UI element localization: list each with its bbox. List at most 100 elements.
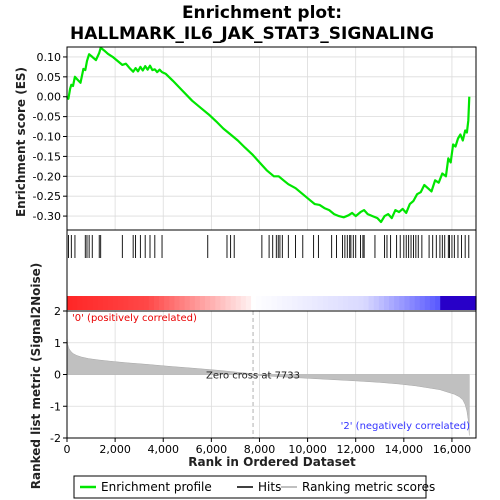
negative-correlation-label: '2' (negatively correlated) xyxy=(341,421,470,432)
rank-color-cell xyxy=(77,296,83,310)
positive-correlation-label: '0' (positively correlated) xyxy=(72,313,197,324)
enrichment-y-tick-label: -0.15 xyxy=(33,150,61,163)
rank-color-cell xyxy=(169,296,175,310)
x-tick-label: 12,000 xyxy=(336,443,375,456)
rank-color-cell xyxy=(215,296,221,310)
x-tick-label: 0 xyxy=(64,443,71,456)
rank-color-cell xyxy=(368,296,375,310)
ranking-metric-area xyxy=(66,335,470,436)
rank-color-cell xyxy=(297,296,303,310)
rank-color-cell xyxy=(414,296,421,310)
rank-color-cell xyxy=(348,296,354,310)
rank-color-cell xyxy=(225,296,232,310)
x-tick-label: 8,000 xyxy=(244,443,276,456)
rank-color-cell xyxy=(465,296,472,310)
rank-color-cell xyxy=(205,296,211,310)
rank-color-cell xyxy=(332,296,339,310)
rank-color-cell xyxy=(404,296,411,310)
title-line-1: Enrichment plot: xyxy=(182,3,342,23)
rank-color-cell xyxy=(455,296,462,310)
enrichment-y-tick-label: 0.00 xyxy=(37,91,62,104)
rank-color-cell xyxy=(113,296,119,310)
rank-color-cell xyxy=(460,296,467,310)
x-tick-label: 14,000 xyxy=(385,443,424,456)
rank-color-cell xyxy=(102,296,109,310)
rank-color-cell xyxy=(82,296,89,310)
enrichment-y-tick-label: -0.30 xyxy=(33,210,61,223)
zero-cross-label: Zero cross at 7733 xyxy=(206,371,300,382)
rank-color-cell xyxy=(97,296,104,310)
rank-color-cell xyxy=(261,296,267,310)
x-tick-label: 6,000 xyxy=(196,443,228,456)
rank-color-cell xyxy=(87,296,94,310)
rank-color-cell xyxy=(389,296,395,310)
legend-enrichment-label: Enrichment profile xyxy=(101,480,212,494)
rank-color-cell xyxy=(159,296,165,310)
title-line-2: HALLMARK_IL6_JAK_STAT3_SIGNALING xyxy=(70,24,434,44)
rank-color-cell xyxy=(230,296,237,310)
enrichment-plot-area xyxy=(67,47,476,230)
legend: Enrichment profile Hits Ranking metric s… xyxy=(73,475,435,499)
rank-color-cell xyxy=(286,296,293,310)
rank-color-cell xyxy=(317,296,324,310)
rank-color-cell xyxy=(220,296,227,310)
rank-color-cell xyxy=(435,296,441,310)
rank-color-cell xyxy=(440,296,446,310)
x-tick-label: 2,000 xyxy=(99,443,131,456)
rank-color-cell xyxy=(337,296,344,310)
rank-color-cell xyxy=(271,296,278,310)
rank-color-cell xyxy=(138,296,145,310)
legend-hits-label: Hits xyxy=(258,480,281,494)
rank-color-cell xyxy=(322,296,329,310)
rank-color-cell xyxy=(148,296,155,310)
rank-color-cell xyxy=(327,296,334,310)
chart-title: Enrichment plot: HALLMARK_IL6_JAK_STAT3_… xyxy=(70,3,434,44)
rank-color-cell xyxy=(291,296,298,310)
rank-color-cell xyxy=(123,296,129,310)
rank-color-cell xyxy=(429,296,436,310)
enrichment-y-tick-label: -0.25 xyxy=(33,190,61,203)
x-tick-label: 16,000 xyxy=(433,443,472,456)
rank-color-cell xyxy=(153,296,160,310)
rank-color-cell xyxy=(189,296,196,310)
rank-color-cell xyxy=(343,296,349,310)
rank-color-cell xyxy=(128,296,135,310)
rank-color-cell xyxy=(399,296,406,310)
ranked-list-y-tick-label: 1 xyxy=(54,337,61,350)
ranked-list-y-tick-label: 2 xyxy=(54,305,61,318)
x-axis-label: Rank in Ordered Dataset xyxy=(188,455,356,469)
rank-color-cell xyxy=(199,296,206,310)
rank-color-cell xyxy=(307,296,313,310)
rank-color-cell xyxy=(373,296,380,310)
rank-color-cell xyxy=(235,296,242,310)
enrichment-y-tick-label: -0.20 xyxy=(33,170,61,183)
enrichment-y-tick-label: -0.05 xyxy=(33,111,61,124)
rank-color-cell xyxy=(394,296,400,310)
rank-color-cell xyxy=(72,296,78,310)
enrichment-y-tick-label: -0.10 xyxy=(33,131,61,144)
rank-color-cell xyxy=(276,296,283,310)
rank-color-cell xyxy=(184,296,191,310)
ranked-list-y-ticks: 2 1 0 -1 -2 xyxy=(50,305,67,445)
rank-color-cell xyxy=(194,296,201,310)
rank-color-cell xyxy=(450,296,457,310)
rank-color-cell xyxy=(256,296,262,310)
rank-color-cell xyxy=(174,296,181,310)
ranked-list-y-tick-label: -1 xyxy=(50,400,61,413)
rank-color-cell xyxy=(240,296,247,310)
rank-color-cell xyxy=(419,296,426,310)
rank-color-cell xyxy=(118,296,124,310)
rank-color-cell xyxy=(107,296,114,310)
rank-color-cell xyxy=(281,296,288,310)
ranked-list-y-tick-label: 0 xyxy=(54,369,61,382)
rank-color-cell xyxy=(245,296,252,310)
x-tick-label: 4,000 xyxy=(147,443,179,456)
rank-color-cell xyxy=(266,296,273,310)
x-tick-label: 10,000 xyxy=(288,443,327,456)
ranked-list-y-axis-label: Ranked list metric (Signal2Noise) xyxy=(29,263,43,490)
rank-color-cell xyxy=(164,296,170,310)
rank-color-cell xyxy=(378,296,385,310)
enrichment-profile-line xyxy=(66,46,471,224)
rank-color-cell xyxy=(143,296,150,310)
enrichment-y-ticks: 0.10 0.05 0.00 -0.05 -0.10 -0.15 -0.20 -0.25 -0.… xyxy=(33,51,67,223)
